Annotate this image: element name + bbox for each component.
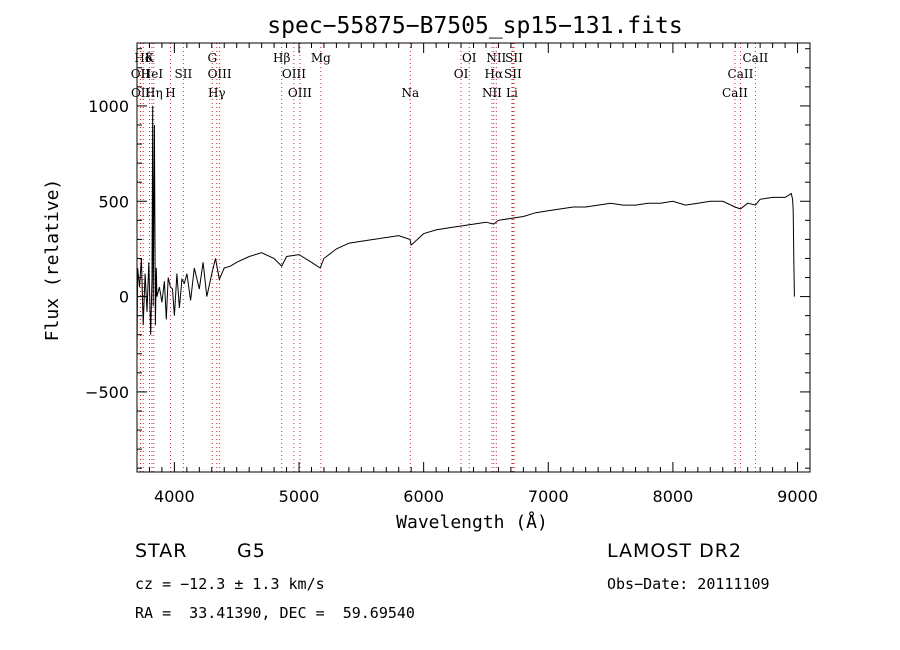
- x-tick-label: 6000: [403, 487, 444, 506]
- line-label: NII: [486, 51, 506, 65]
- x-tick-label: 8000: [653, 487, 694, 506]
- spectrum-line: [136, 105, 795, 354]
- line-label: OIII: [288, 86, 312, 100]
- line-label: K: [145, 51, 155, 65]
- ra-dec-coordinates: RA = 33.41390, DEC = 59.69540: [135, 604, 415, 622]
- line-label: G: [207, 51, 217, 65]
- line-label: SII: [504, 67, 522, 81]
- object-subclass: G5: [237, 540, 266, 562]
- x-tick-label: 9000: [777, 487, 818, 506]
- y-tick-label: 1000: [88, 97, 129, 116]
- line-label: Hα: [485, 67, 504, 81]
- y-tick-label: 500: [98, 192, 129, 211]
- line-label: OIII: [208, 67, 232, 81]
- line-label: Li: [506, 86, 518, 100]
- line-label: Na: [401, 86, 419, 100]
- line-label: OII: [131, 67, 151, 81]
- x-tick-label: 4000: [154, 487, 195, 506]
- line-label: CaII: [722, 86, 748, 100]
- line-label: Hδ: [134, 51, 152, 65]
- line-label: OII: [131, 86, 151, 100]
- object-class: STAR: [135, 540, 188, 562]
- y-tick-label: 0: [119, 288, 129, 307]
- line-label: Mg: [311, 51, 331, 65]
- line-label: Hγ: [208, 86, 226, 100]
- y-tick-label: −500: [85, 383, 129, 402]
- line-label: H: [165, 86, 175, 100]
- line-label: OI: [462, 51, 477, 65]
- x-axis-label: Wavelength (Å): [396, 511, 548, 533]
- x-tick-label: 7000: [528, 487, 569, 506]
- line-label: CaII: [742, 51, 768, 65]
- line-label: OIII: [282, 67, 306, 81]
- line-label: Hη: [145, 86, 163, 100]
- line-label: HeI: [141, 67, 164, 81]
- chart-title: spec−55875−B7505_sp15−131.fits: [267, 13, 682, 39]
- line-label: SII: [175, 67, 193, 81]
- x-tick-label: 5000: [279, 487, 320, 506]
- plot-frame: [136, 42, 811, 473]
- line-label: SII: [505, 51, 523, 65]
- y-axis-label: Flux (relative): [42, 179, 63, 342]
- survey-name: LAMOST DR2: [607, 540, 742, 562]
- line-label: NII: [482, 86, 502, 100]
- line-label: Hβ: [273, 51, 290, 65]
- axis-ticks: 4000 5000 6000 7000 8000 9000 −500 0 500 1000: [85, 43, 818, 506]
- line-label: OI: [454, 67, 469, 81]
- redshift-velocity: cz = −12.3 ± 1.3 km/s: [135, 575, 325, 593]
- observation-date: Obs−Date: 20111109: [607, 575, 770, 593]
- line-label: CaII: [728, 67, 754, 81]
